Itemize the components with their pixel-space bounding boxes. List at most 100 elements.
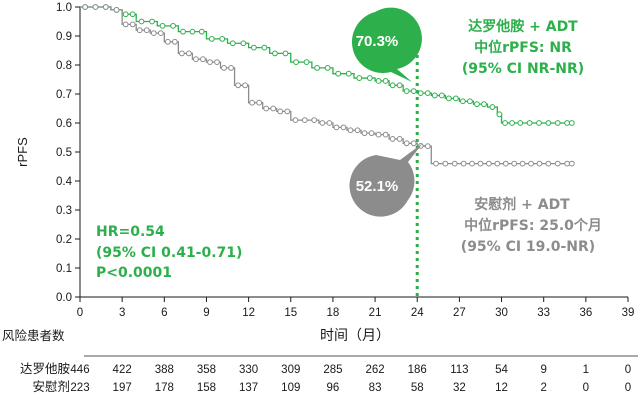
y-tick-label: 0.0 — [56, 292, 72, 304]
control-curve-censor-marker — [157, 30, 164, 36]
treatment-curve-censor-marker — [445, 95, 452, 102]
control-curve-censor-marker — [433, 160, 439, 167]
control-curve-censor-marker — [519, 160, 526, 167]
risk-table-cell: 388 — [155, 364, 174, 376]
x-tick-label: 21 — [369, 307, 382, 319]
treatment-curve-censor-marker — [410, 88, 417, 94]
treatment-callout-value: 70.3% — [356, 33, 399, 50]
control-curve-censor-marker — [150, 30, 157, 36]
risk-table-cell: 54 — [495, 364, 508, 376]
treatment-curve-censor-marker — [417, 90, 424, 97]
treatment-curve-censor-marker — [366, 75, 373, 81]
treatment-curve — [80, 6, 572, 124]
risk-table-cell: 330 — [239, 364, 258, 376]
treatment-curve-censor-marker — [526, 120, 533, 126]
control-curve-censor-marker — [396, 136, 403, 142]
control-curve-censor-marker — [326, 120, 333, 126]
treatment-curve-censor-marker — [431, 92, 438, 99]
x-ticks: 0 3 6 9 12 15 18 21 24 27 30 33 36 39 — [77, 297, 635, 319]
y-tick-label: 0.8 — [56, 60, 72, 72]
control-curve-censor-marker — [545, 160, 552, 167]
treatment-curve-censor-marker — [403, 88, 410, 94]
control-curve-censor-marker — [122, 21, 129, 28]
survival-curves — [80, 4, 575, 167]
treatment-curve-censor-marker — [261, 44, 268, 51]
control-legend-name: 安慰剂 + ADT — [474, 196, 570, 213]
x-tick-label: 27 — [453, 307, 466, 319]
p-value: P<0.0001 — [96, 265, 172, 281]
x-tick-label: 12 — [242, 307, 255, 319]
risk-row-label-treatment: 达罗他胺 — [20, 361, 70, 376]
control-curve-censor-marker — [502, 160, 509, 167]
control-curve-censor-marker — [82, 4, 89, 10]
risk-table-cell: 422 — [113, 364, 132, 376]
control-curve-censor-marker — [113, 6, 120, 13]
control-curve-censor-marker — [469, 160, 475, 167]
control-curve-censor-marker — [200, 56, 206, 63]
treatment-curve-censor-marker — [517, 120, 524, 126]
control-curve-censor-marker — [485, 160, 492, 167]
y-tick-label: 0.7 — [56, 89, 72, 101]
control-curve-censor-marker — [263, 105, 270, 112]
control-curve-censor-marker — [171, 38, 178, 45]
y-tick-label: 0.5 — [56, 147, 72, 159]
control-curve-censor-marker — [347, 127, 354, 134]
control-curve-censor-marker — [242, 82, 249, 89]
control-curve-censor-marker — [460, 160, 467, 167]
treatment-curve-censor-marker — [272, 50, 278, 57]
control-curve-censor-marker — [136, 27, 143, 34]
x-tick-label: 9 — [203, 307, 209, 319]
treatment-curve-censor-marker — [250, 44, 257, 51]
risk-table-cell: 9 — [540, 364, 546, 376]
x-tick-label: 24 — [411, 307, 424, 319]
treatment-curve-censor-marker — [240, 40, 247, 47]
control-curve-censor-marker — [235, 82, 241, 89]
treatment-curve-censor-marker — [170, 22, 176, 29]
control-curve-censor-marker — [319, 120, 326, 126]
x-tick-label: 39 — [622, 307, 635, 319]
x-tick-label: 30 — [495, 307, 508, 319]
risk-table-cell: 12 — [495, 382, 508, 394]
treatment-curve-censor-marker — [293, 59, 299, 65]
risk-table-cell: 446 — [70, 364, 89, 376]
treatment-curve-censor-marker — [438, 92, 445, 99]
control-curve-censor-marker — [207, 59, 213, 65]
control-curve-censor-marker — [568, 160, 575, 167]
treatment-curve-censor-marker — [459, 98, 466, 105]
treatment-curve-censor-marker — [554, 120, 561, 126]
control-curve-censor-marker — [277, 108, 284, 115]
control-curve-censor-marker — [228, 65, 234, 71]
risk-table-cell: 186 — [408, 364, 427, 376]
treatment-curve-censor-marker — [375, 78, 382, 84]
control-curve-censor-marker — [92, 4, 99, 10]
risk-table-cell: 285 — [323, 364, 342, 376]
treatment-curve-censor-marker — [481, 101, 487, 108]
treatment-curve-censor-marker — [282, 50, 289, 57]
control-curve-censor-marker — [389, 136, 396, 142]
control-curve-censor-marker — [424, 143, 431, 150]
control-curve-censor-marker — [403, 140, 410, 147]
hazard-ratio: HR=0.54 — [96, 224, 165, 240]
risk-table-cell: 32 — [453, 382, 466, 394]
risk-table-header: 风险患者数 — [2, 328, 65, 343]
treatment-curve-censor-marker — [303, 59, 310, 65]
x-tick-label: 18 — [327, 307, 340, 319]
treatment-curve-censor-marker — [545, 120, 552, 126]
control-curve-censor-marker — [382, 131, 389, 138]
control-curve-censor-marker — [375, 131, 382, 138]
control-curve-censor-marker — [284, 108, 291, 115]
control-curve-censor-marker — [354, 127, 361, 134]
treatment-curve-censor-marker — [219, 36, 226, 42]
risk-table-cell: 96 — [327, 382, 340, 394]
treatment-curve-censor-marker — [564, 120, 571, 126]
treatment-curve-censor-marker — [138, 18, 145, 25]
control-callout-value: 52.1% — [356, 178, 399, 195]
treatment-curve-censor-marker — [180, 28, 186, 35]
risk-table-cell: 0 — [625, 382, 631, 394]
hazard-ratio-ci: (95% CI 0.41-0.71) — [96, 245, 242, 261]
control-curve-censor-marker — [361, 130, 368, 137]
treatment-legend-name: 达罗他胺 + ADT — [468, 18, 578, 35]
treatment-legend-ci: (95% CI NR-NR) — [462, 61, 584, 77]
treatment-curve-censor-marker — [159, 22, 166, 29]
